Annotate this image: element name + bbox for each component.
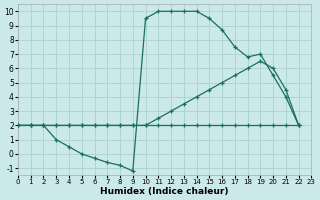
- X-axis label: Humidex (Indice chaleur): Humidex (Indice chaleur): [100, 187, 229, 196]
